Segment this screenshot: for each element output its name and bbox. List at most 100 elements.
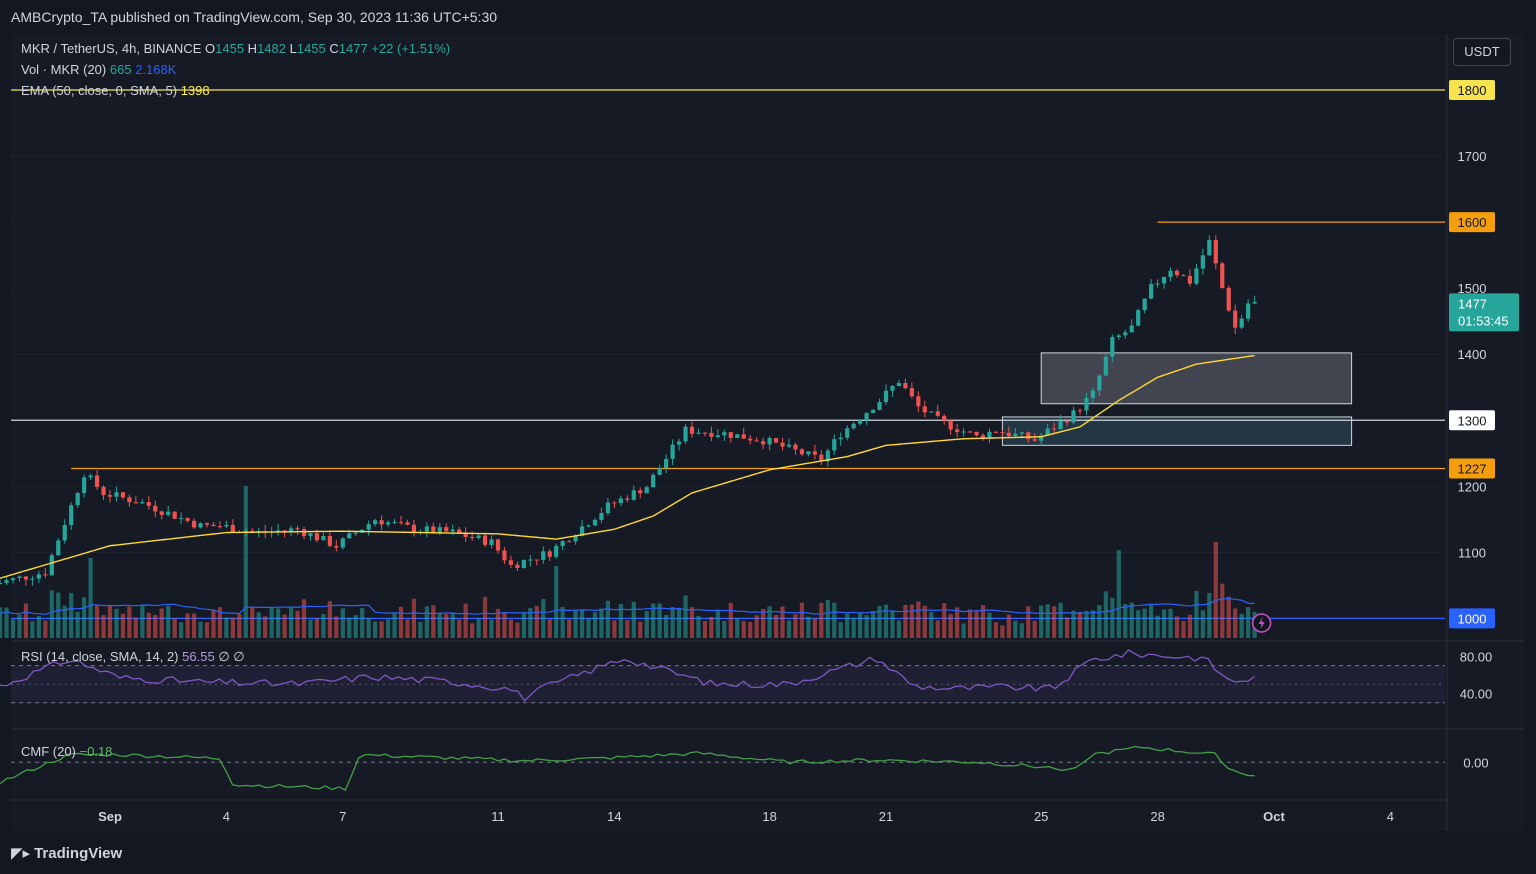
volume-bar (702, 620, 708, 638)
volume-bar (735, 618, 740, 638)
volume-label[interactable]: Vol · MKR (20) (21, 62, 107, 77)
volume-bar (1233, 608, 1238, 638)
chart-frame[interactable] (11, 34, 1525, 831)
volume-bar (1220, 583, 1225, 638)
publisher-bar: AMBCrypto_TA published on TradingView.co… (0, 0, 1536, 34)
candle-body (948, 420, 953, 430)
volume-bar (470, 623, 475, 638)
candle-body (191, 520, 197, 528)
close-label: C (329, 41, 339, 56)
volume-bar (657, 603, 662, 638)
tradingview-logo[interactable]: ◤▸ TradingView (11, 844, 122, 862)
currency-button[interactable]: USDT (1453, 38, 1511, 66)
volume-bar (457, 619, 462, 638)
volume-bar (288, 607, 294, 638)
volume-bar (586, 618, 591, 638)
candle-body (392, 522, 397, 524)
candle-body (107, 495, 113, 497)
candle-body (993, 431, 999, 433)
publisher-line: AMBCrypto_TA published on TradingView.co… (11, 9, 498, 25)
candle-body (1058, 420, 1063, 429)
candle-body (463, 533, 468, 537)
volume-bar (948, 614, 953, 638)
candle-body (43, 574, 48, 576)
candle-body (560, 541, 565, 547)
last-price-countdown: 01:53:45 (1458, 313, 1509, 328)
volume-bar (243, 486, 248, 638)
volume-bar (812, 618, 817, 638)
volume-bar (17, 614, 22, 638)
volume-bar (1239, 613, 1244, 638)
candle-body (1123, 332, 1128, 336)
candle-body (405, 522, 410, 525)
cmf-label[interactable]: CMF (20) (21, 744, 76, 759)
volume-bar (780, 606, 785, 638)
volume-bar (1226, 596, 1231, 638)
volume-bar (0, 607, 3, 638)
volume-bar (761, 608, 766, 638)
volume-bar (36, 616, 41, 638)
candle-body (502, 550, 507, 561)
volume-bar (405, 619, 410, 638)
volume-ma-value: 2.168K (135, 62, 177, 77)
footer: ◤▸ TradingView (0, 834, 1536, 874)
candle-body (773, 438, 779, 443)
candle-body (786, 444, 792, 447)
volume-bar (786, 620, 792, 638)
candle-body (586, 525, 591, 527)
candle-body (567, 541, 572, 543)
candle-body (819, 454, 824, 462)
volume-bar (625, 620, 630, 638)
volume-bar (1058, 602, 1063, 638)
level-badge-1300 (1449, 410, 1495, 431)
supply-box (1040, 352, 1353, 405)
candle-body (0, 582, 3, 584)
volume-bar (120, 613, 126, 638)
candle-body (1013, 433, 1018, 436)
volume-bar (237, 613, 242, 638)
candle-body (127, 497, 132, 503)
volume-bar (1181, 620, 1186, 638)
candle-body (521, 560, 526, 568)
candle-body (159, 511, 164, 515)
volume-bar (993, 622, 999, 638)
volume-bar (651, 603, 656, 638)
candle-body (495, 539, 501, 551)
rsi-extra-2: ∅ (233, 649, 245, 664)
cmf-line (0, 745, 1255, 791)
candle-body (1226, 287, 1231, 311)
candle-body (541, 551, 546, 560)
volume-bar (166, 606, 171, 638)
candle-body (605, 502, 611, 513)
candle-body (1006, 432, 1011, 436)
volume-bar (114, 608, 119, 638)
volume-bar (715, 609, 720, 638)
candle-body (1039, 435, 1044, 441)
candle-body (179, 517, 184, 519)
candle-body (295, 528, 300, 530)
candle-body (1181, 275, 1186, 277)
volume-bar (754, 615, 759, 638)
volume-bar (832, 602, 837, 638)
candle-body (657, 468, 662, 475)
candle-body (437, 527, 442, 533)
candle-body (1110, 337, 1115, 357)
candle-body (870, 409, 876, 413)
close-value: 1477 (338, 41, 368, 56)
candle-body (10, 578, 16, 581)
candle-body (1129, 325, 1134, 333)
level-badge-label: 1600 (1458, 215, 1487, 230)
volume-bar (450, 613, 455, 638)
candle-body (799, 449, 805, 455)
ema-label[interactable]: EMA (50, close, 0, SMA, 5) (21, 83, 178, 98)
candle-body (1026, 432, 1031, 440)
volume-bar (411, 598, 417, 638)
volume-bar (579, 609, 585, 638)
volume-bar (1213, 542, 1218, 638)
rsi-label[interactable]: RSI (14, close, SMA, 14, 2) (21, 649, 179, 664)
symbol-name[interactable]: MKR / TetherUS, 4h, BINANCE (21, 41, 202, 56)
candle-body (1149, 283, 1154, 299)
volume-bar (437, 613, 442, 638)
level-badge-label: 1800 (1458, 83, 1487, 98)
